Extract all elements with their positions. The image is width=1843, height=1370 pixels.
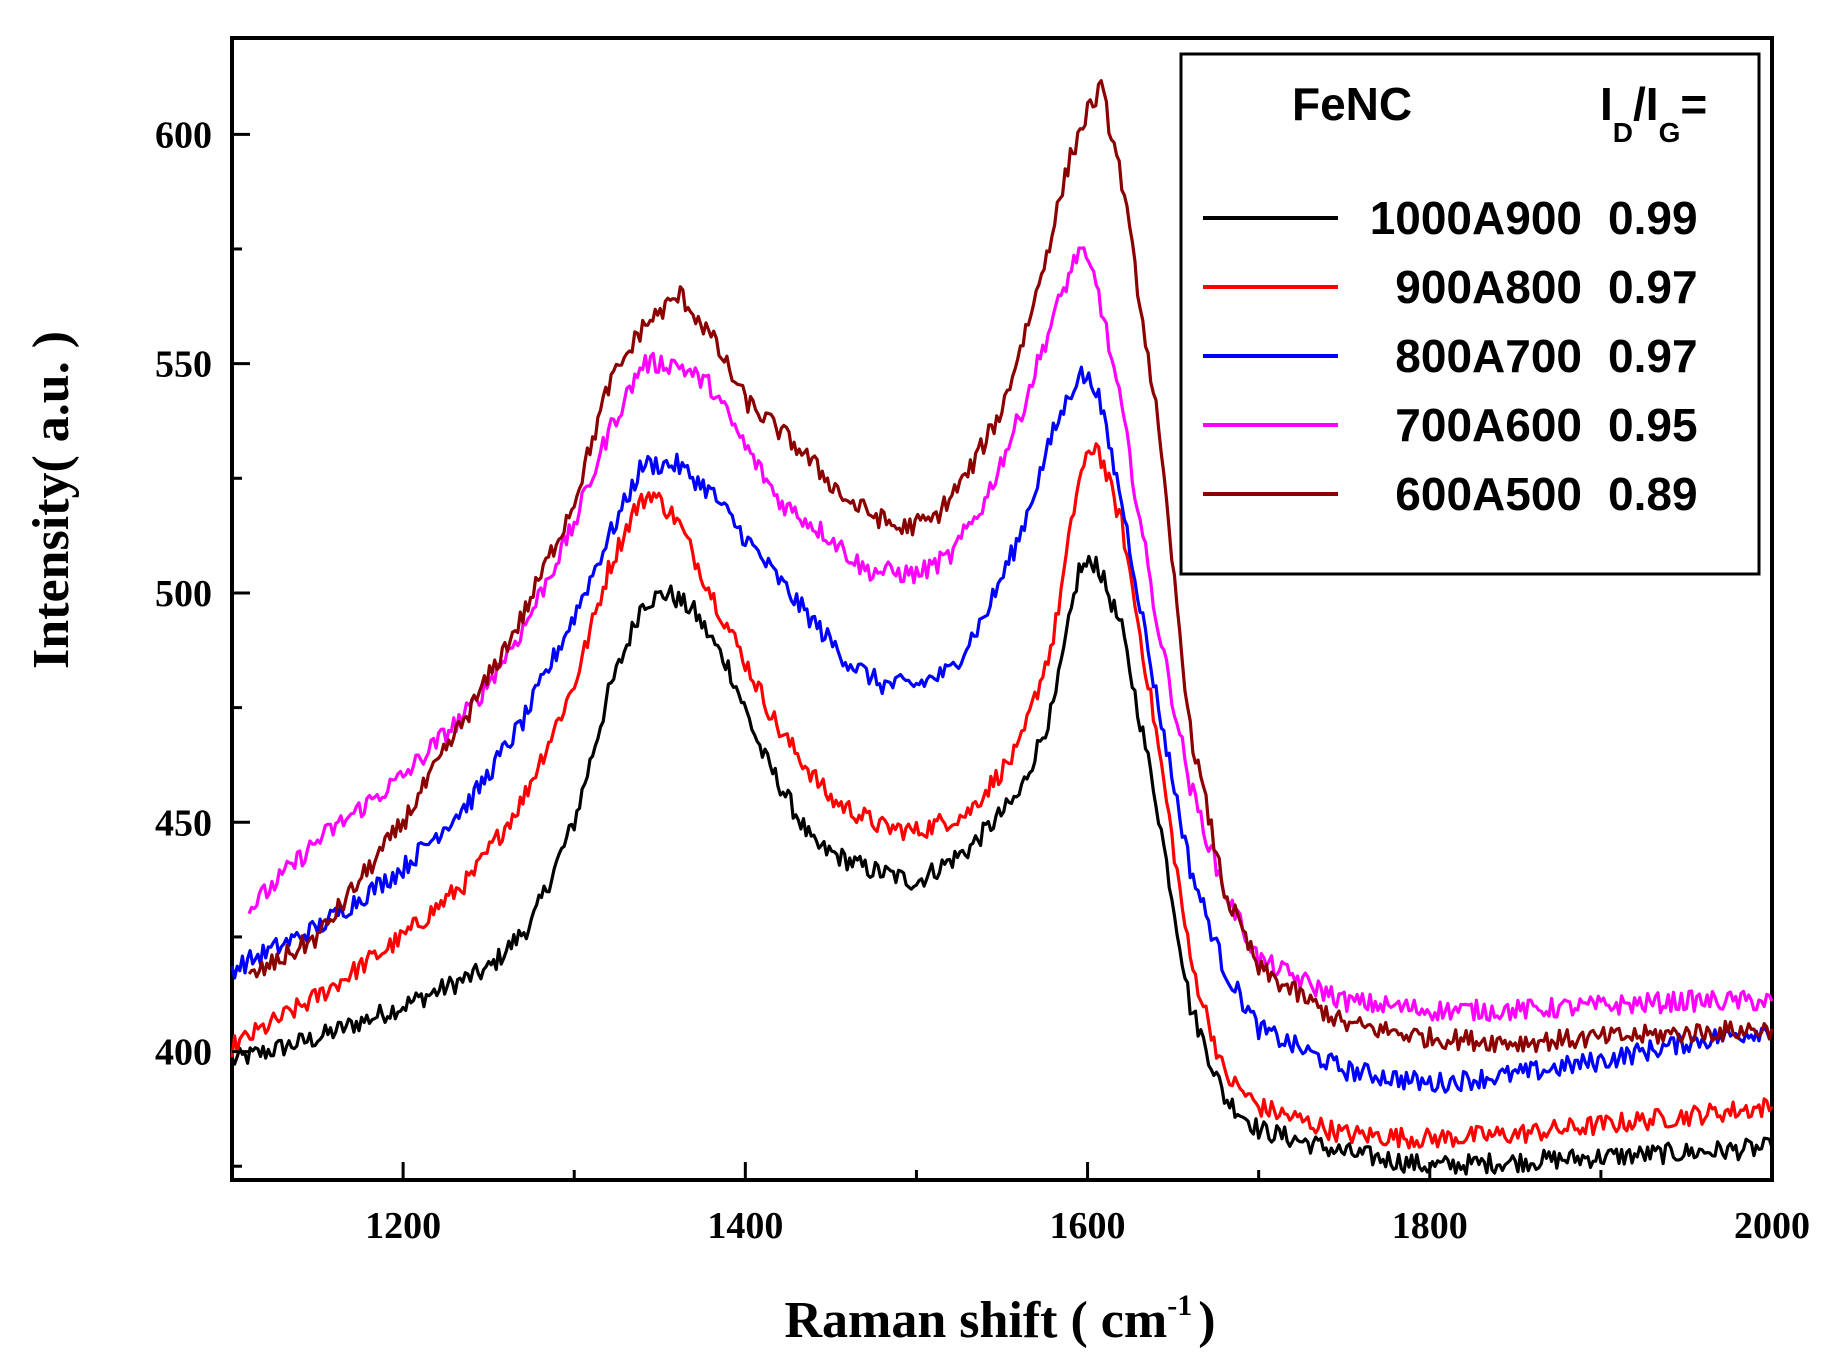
legend-label-600A500: 600A500 bbox=[1395, 468, 1582, 520]
legend-ratio-900A800: 0.97 bbox=[1608, 261, 1698, 313]
legend-ratio-header: ID/IG= bbox=[1600, 78, 1707, 148]
y-tick-label: 450 bbox=[155, 802, 212, 844]
series-line-1000A900 bbox=[230, 554, 1774, 1176]
x-axis-title: Raman shift ( cm-1) bbox=[784, 1289, 1215, 1349]
y-tick-label: 550 bbox=[155, 344, 212, 386]
ratio-sub-g: G bbox=[1659, 117, 1681, 148]
x-tick-label: 1600 bbox=[1050, 1205, 1126, 1247]
y-axis-title: Intensity( a.u. ) bbox=[23, 331, 80, 669]
x-tick-label: 1200 bbox=[365, 1205, 441, 1247]
y-tick-label: 500 bbox=[155, 573, 212, 615]
legend-title: FeNC bbox=[1292, 78, 1412, 130]
x-tick-label: 1400 bbox=[707, 1205, 783, 1247]
legend: FeNC ID/IG= 1000A900 0.99 900A800 0.97 800A7… bbox=[1179, 52, 1761, 576]
legend-label-800A700: 800A700 bbox=[1395, 330, 1582, 382]
x-axis-title-sup: -1 bbox=[1167, 1289, 1192, 1322]
x-tick-label: 1800 bbox=[1392, 1205, 1468, 1247]
legend-label-1000A900: 1000A900 bbox=[1370, 192, 1582, 244]
series-line-600A500 bbox=[247, 79, 1774, 1054]
x-axis-title-main: Raman shift ( cm bbox=[784, 1292, 1167, 1349]
series-line-800A700 bbox=[230, 365, 1774, 1094]
ratio-slash: /I bbox=[1633, 78, 1659, 130]
series-line-900A800 bbox=[230, 442, 1774, 1150]
x-tick-label: 2000 bbox=[1734, 1205, 1810, 1247]
y-tick-label: 600 bbox=[155, 114, 212, 156]
series-layer bbox=[230, 79, 1774, 1176]
ratio-sub-d: D bbox=[1613, 117, 1633, 148]
ratio-eq: = bbox=[1680, 78, 1707, 130]
legend-ratio-600A500: 0.89 bbox=[1608, 468, 1698, 520]
legend-ratio-1000A900: 0.99 bbox=[1608, 192, 1698, 244]
legend-box bbox=[1179, 52, 1761, 576]
legend-ratio-800A700: 0.97 bbox=[1608, 330, 1698, 382]
plot-frame bbox=[230, 36, 1774, 1182]
legend-rows: 1000A900 0.99 900A800 0.97 800A700 0.97 700A60… bbox=[1203, 192, 1698, 520]
legend-label-700A600: 700A600 bbox=[1395, 399, 1582, 451]
legend-label-900A800: 900A800 bbox=[1395, 261, 1582, 313]
x-axis-title-close: ) bbox=[1198, 1292, 1215, 1349]
y-tick-label: 400 bbox=[155, 1032, 212, 1074]
legend-ratio-700A600: 0.95 bbox=[1608, 399, 1698, 451]
tick-layer: 1200 1400 1600 1800 2000 400 450 500 550 600 bbox=[155, 114, 1810, 1247]
ratio-main-i: I bbox=[1600, 78, 1613, 130]
